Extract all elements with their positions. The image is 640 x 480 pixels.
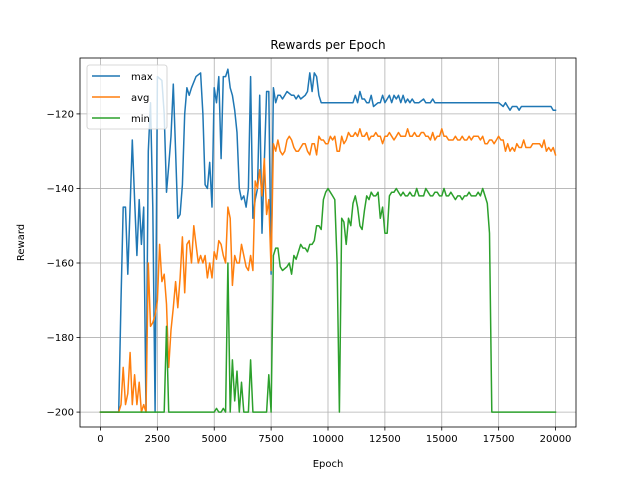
legend-label-avg: avg [131, 93, 149, 104]
legend: max avg min [86, 64, 168, 130]
series-line-max [99, 68, 557, 413]
y-tick-label: −180 [47, 333, 74, 344]
x-tick-label: 15000 [426, 434, 458, 445]
y-tick-label: −200 [47, 408, 74, 419]
x-axis-label: Epoch [313, 459, 344, 470]
plot-series [99, 68, 557, 413]
x-tick-label: 5000 [202, 434, 227, 445]
x-tick-label: 2500 [145, 434, 170, 445]
x-tick-label: 7500 [258, 434, 283, 445]
y-tick-label: −120 [47, 109, 74, 120]
y-axis-ticks: −200 −180 −160 −140 −120 [47, 109, 80, 419]
y-tick-label: −160 [47, 259, 74, 270]
y-axis-label: Reward [16, 224, 27, 261]
series-line-min [99, 187, 557, 413]
x-tick-label: 17500 [483, 434, 515, 445]
chart-title: Rewards per Epoch [270, 38, 385, 52]
legend-label-min: min [131, 114, 150, 125]
series-line-avg [99, 128, 557, 413]
x-tick-label: 0 [97, 434, 103, 445]
legend-box [86, 64, 168, 130]
x-tick-label: 10000 [312, 434, 344, 445]
legend-label-max: max [131, 72, 153, 83]
x-axis-ticks: 0 2500 5000 7500 10000 12500 15000 17500 20000 [97, 427, 571, 445]
x-tick-label: 12500 [369, 434, 401, 445]
y-tick-label: −140 [47, 184, 74, 195]
x-tick-label: 20000 [540, 434, 572, 445]
